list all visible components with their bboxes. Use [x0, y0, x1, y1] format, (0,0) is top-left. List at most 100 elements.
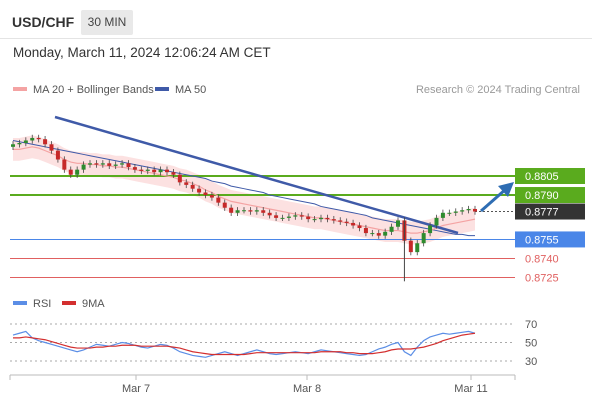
forecast-arrow-head: [498, 182, 514, 197]
chart-header: USD/CHF 30 MIN: [0, 0, 592, 38]
candle-body: [190, 184, 195, 189]
rsi-tick-label: 70: [525, 319, 537, 331]
candle-body: [75, 169, 80, 175]
candle-body: [293, 215, 298, 217]
candle-body: [242, 210, 246, 212]
candle-body: [68, 169, 73, 175]
chart-datetime: Monday, March 11, 2024 12:06:24 AM CET: [13, 45, 271, 60]
header-divider: [0, 38, 592, 39]
candlesticks: [11, 134, 477, 282]
rsi-legend: RSI 9MA: [13, 298, 105, 310]
credit-label: Research © 2024 Trading Central: [416, 84, 580, 96]
resistance-tag-0.8805: [515, 168, 585, 184]
candle-body: [370, 233, 375, 235]
candle-body: [274, 215, 279, 218]
candle-body: [396, 220, 400, 227]
candle-body: [408, 240, 413, 253]
candle-body: [473, 208, 477, 212]
candle-body: [357, 225, 362, 229]
main-legend: MA 20 + Bollinger Bands MA 50 Research ©…: [13, 84, 580, 96]
x-tick-label: Mar 7: [122, 383, 150, 395]
ma50-legend-label: MA 50: [175, 84, 206, 96]
candle-body: [132, 167, 137, 170]
price-tags: 0.8805 0.8790 0.8777 0.8755 0.8740 0.8725: [515, 168, 585, 285]
candle-body: [88, 163, 92, 165]
candle-body: [152, 169, 157, 173]
rsi-tick-label: 50: [525, 338, 537, 350]
ma9-legend-label: 9MA: [82, 298, 105, 310]
x-tick-label: Mar 11: [454, 383, 487, 395]
downtrend-line: [54, 115, 459, 235]
candle-body: [203, 192, 208, 196]
candle-body: [421, 233, 426, 244]
support-tag-label: 0.8725: [525, 273, 559, 285]
candle-body: [389, 226, 394, 232]
rsi-tick-label: 30: [525, 356, 537, 368]
candle-body: [440, 212, 445, 218]
candle-body: [145, 169, 150, 171]
candle-body: [351, 222, 356, 226]
candle-body: [165, 169, 169, 173]
candle-body: [376, 233, 381, 236]
candle-body: [55, 150, 60, 160]
candle-body: [177, 174, 182, 183]
candle-body: [94, 163, 99, 165]
candle-body: [248, 210, 253, 212]
candle-body: [11, 144, 15, 147]
candle-body: [158, 169, 163, 173]
candle-body: [306, 216, 311, 220]
candle-body: [184, 182, 189, 185]
pivot-tag: [515, 231, 585, 248]
last-price-tag: [515, 203, 585, 220]
candle-body: [43, 139, 48, 145]
last-price-tag-label: 0.8777: [525, 207, 559, 219]
resistance-tag-0.8790: [515, 187, 585, 204]
pivot-tag-label: 0.8755: [525, 234, 559, 246]
ma9-legend-swatch: [62, 301, 76, 305]
candle-body: [222, 202, 227, 208]
candle-body: [466, 208, 471, 211]
candle-body: [229, 207, 234, 213]
candle-body: [100, 163, 105, 165]
candle-body: [363, 228, 368, 234]
candle-body: [460, 210, 465, 212]
candle-body: [107, 163, 112, 166]
ma20-legend-swatch: [13, 87, 27, 91]
candle-body: [447, 212, 452, 214]
rsi-line: [12, 330, 476, 358]
rsi-legend-label: RSI: [33, 298, 51, 310]
forecast-arrow: [480, 182, 514, 213]
trendline: [54, 115, 459, 235]
candle-body: [254, 210, 259, 212]
candle-body: [139, 169, 144, 171]
candle-body: [126, 163, 131, 168]
candle-body: [120, 163, 125, 165]
candle-body: [235, 210, 240, 213]
resistance-tag-label: 0.8790: [525, 190, 559, 202]
candle-body: [197, 188, 202, 193]
symbol-label: USD/CHF: [12, 14, 75, 30]
rsi-gridlines: 70 50 30: [10, 319, 537, 368]
support-tag-label: 0.8740: [525, 253, 559, 265]
rsi-ma-line: [13, 332, 476, 356]
timeframe-button[interactable]: 30 MIN: [81, 10, 133, 35]
candle-body: [36, 137, 41, 140]
candle-body: [428, 225, 433, 234]
candle-body: [62, 159, 67, 170]
candle-body: [325, 217, 330, 220]
candle-body: [171, 172, 176, 175]
candle-body: [280, 217, 285, 219]
candle-body: [453, 211, 458, 213]
candle-body: [299, 215, 304, 217]
candle-body: [30, 137, 35, 141]
x-tick-label: Mar 8: [293, 383, 321, 395]
candle-body: [23, 140, 28, 144]
candle-body: [267, 212, 272, 216]
candle-body: [383, 231, 388, 236]
candle-body: [17, 143, 22, 145]
rsi-lines: [12, 330, 476, 358]
x-axis: Mar 7 Mar 8 Mar 11: [9, 374, 516, 395]
forecast-arrow-shaft: [480, 187, 507, 213]
candle-body: [434, 217, 439, 226]
